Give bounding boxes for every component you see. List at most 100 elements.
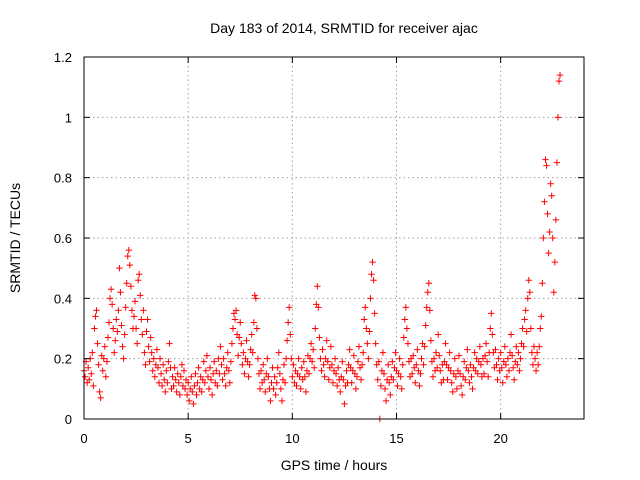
- data-point: [161, 376, 168, 383]
- data-point: [552, 216, 560, 224]
- data-point: [284, 319, 292, 326]
- data-point: [489, 331, 496, 338]
- data-point: [394, 382, 401, 390]
- y-tick-label: 1: [65, 110, 72, 125]
- data-point: [209, 370, 217, 377]
- data-point: [402, 304, 410, 311]
- data-point: [418, 355, 425, 362]
- data-point: [545, 249, 552, 257]
- data-point: [145, 343, 152, 350]
- data-point: [474, 370, 481, 377]
- data-point: [301, 373, 309, 380]
- data-point: [156, 355, 164, 362]
- data-point: [531, 355, 539, 362]
- data-point: [548, 192, 555, 199]
- data-point: [502, 361, 510, 368]
- data-point: [432, 349, 440, 356]
- data-point: [280, 361, 288, 368]
- data-point: [248, 331, 255, 338]
- data-point: [140, 307, 147, 314]
- data-point: [195, 364, 202, 371]
- data-point: [319, 346, 326, 353]
- data-point: [372, 340, 379, 347]
- data-point: [95, 361, 102, 368]
- data-point: [289, 373, 296, 380]
- data-point: [514, 361, 521, 368]
- data-point: [369, 258, 376, 266]
- data-point: [320, 361, 327, 368]
- data-point: [370, 277, 377, 284]
- data-point: [400, 334, 407, 341]
- data-point: [471, 349, 478, 356]
- data-point: [153, 346, 161, 353]
- data-point: [270, 385, 277, 393]
- data-point: [176, 391, 184, 399]
- y-tick-label: 0.8: [54, 171, 72, 186]
- data-point: [149, 367, 156, 374]
- data-point: [483, 358, 491, 365]
- data-point: [204, 373, 212, 380]
- data-point: [324, 358, 331, 365]
- data-point: [180, 367, 188, 374]
- data-point: [198, 388, 205, 396]
- data-point: [273, 379, 280, 386]
- data-point: [249, 349, 256, 356]
- data-point: [387, 391, 394, 399]
- data-point: [447, 367, 454, 374]
- data-point: [556, 71, 564, 79]
- data-point: [364, 340, 371, 347]
- data-point: [497, 349, 504, 356]
- data-point: [366, 328, 373, 335]
- data-point: [414, 346, 421, 353]
- data-point: [228, 340, 236, 347]
- data-point: [430, 355, 438, 362]
- data-point: [203, 352, 211, 359]
- data-point: [148, 349, 155, 356]
- data-point: [133, 340, 141, 347]
- data-point: [130, 313, 138, 320]
- data-point: [358, 361, 366, 368]
- data-point: [143, 328, 150, 335]
- data-point: [177, 373, 185, 380]
- x-tick-label: 0: [80, 431, 87, 446]
- data-point: [225, 367, 232, 374]
- data-point: [275, 349, 282, 356]
- data-point: [534, 361, 542, 368]
- data-point: [499, 379, 506, 386]
- data-point: [237, 319, 244, 326]
- data-point: [201, 379, 209, 386]
- data-point: [191, 382, 198, 390]
- y-tick-label: 1.2: [54, 50, 72, 65]
- y-tick-label: 0.2: [54, 352, 72, 367]
- data-point: [404, 340, 412, 347]
- data-point: [207, 376, 215, 383]
- data-point: [103, 358, 111, 365]
- data-point: [504, 355, 512, 362]
- data-point: [265, 373, 272, 380]
- data-point: [111, 349, 118, 356]
- data-point: [482, 340, 490, 347]
- data-point: [90, 382, 97, 390]
- data-point: [221, 370, 228, 377]
- data-point: [519, 325, 526, 332]
- data-point: [359, 349, 367, 356]
- data-point: [426, 307, 434, 314]
- data-point: [239, 361, 246, 368]
- data-point: [94, 340, 101, 347]
- data-point: [164, 379, 171, 386]
- data-point: [200, 358, 207, 365]
- data-point: [355, 343, 363, 350]
- data-point: [516, 367, 523, 374]
- data-point: [231, 316, 239, 323]
- data-point: [371, 310, 378, 317]
- data-point: [287, 331, 294, 338]
- data-point: [142, 361, 149, 368]
- data-point: [453, 385, 461, 393]
- data-point: [121, 331, 128, 338]
- data-point: [169, 373, 176, 380]
- data-point: [377, 382, 385, 390]
- data-point: [501, 343, 509, 350]
- data-point: [408, 370, 416, 377]
- data-point: [452, 373, 460, 380]
- data-point: [399, 361, 406, 368]
